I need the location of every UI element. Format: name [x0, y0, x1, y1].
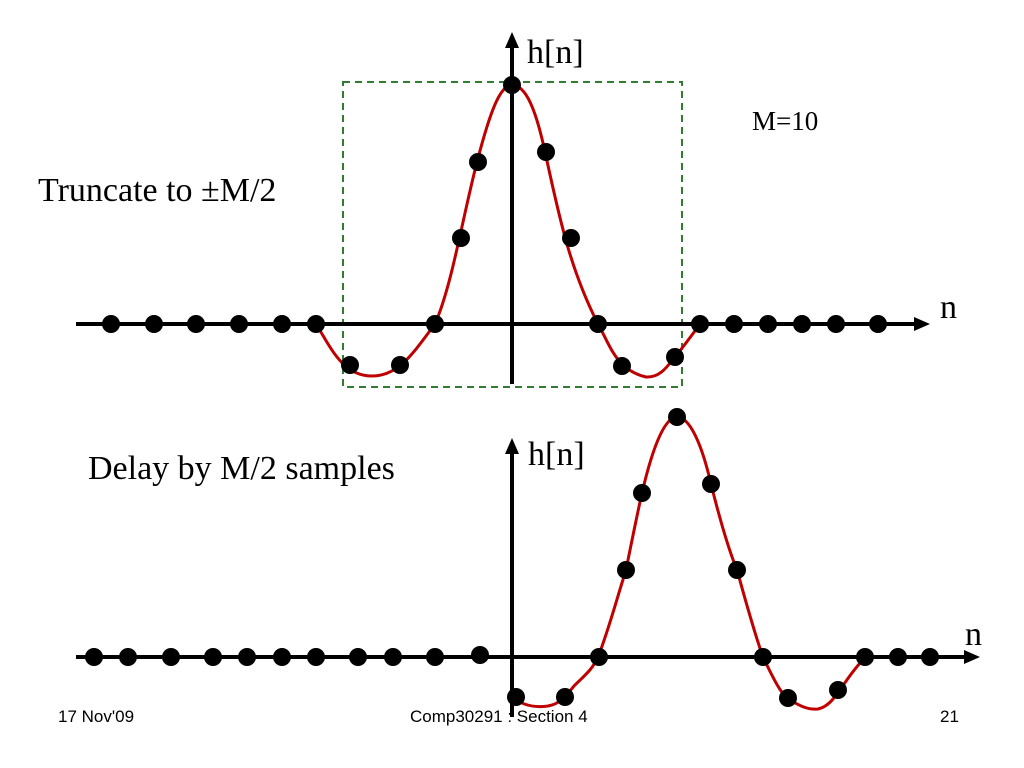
bottom-sample-point: [921, 648, 939, 666]
top-sample-point: [391, 356, 409, 374]
top-h-axis-arrowhead: [505, 32, 519, 48]
m-value-label: M=10: [752, 106, 818, 136]
bottom-sample-point: [273, 648, 291, 666]
bottom-sample-point: [728, 561, 746, 579]
top-h-axis-label: h[n]: [527, 34, 584, 71]
bottom-sinc-curve: [511, 415, 868, 711]
bottom-sample-point: [238, 648, 256, 666]
top-sample-point: [725, 315, 743, 333]
bottom-sample-point: [384, 648, 402, 666]
bottom-sample-point: [204, 648, 222, 666]
top-sinc-curve: [314, 83, 702, 379]
top-sample-point: [503, 76, 521, 94]
bottom-sample-point: [779, 689, 797, 707]
footer-page-number: 21: [940, 707, 959, 726]
bottom-sample-point: [119, 648, 137, 666]
top-sample-point: [187, 315, 205, 333]
top-sample-point: [230, 315, 248, 333]
slide-footer: 17 Nov'09 Comp30291 : Section 4 21: [58, 707, 959, 726]
top-sample-point: [273, 315, 291, 333]
footer-date: 17 Nov'09: [58, 707, 134, 726]
bottom-sample-point: [668, 408, 686, 426]
bottom-sample-point: [889, 648, 907, 666]
top-sample-point: [102, 315, 120, 333]
top-sample-point: [452, 229, 470, 247]
bottom-sample-point: [471, 646, 489, 664]
truncate-annotation: Truncate to ±M/2: [38, 172, 276, 209]
top-n-axis-label: n: [940, 289, 957, 326]
top-sample-point: [307, 315, 325, 333]
bottom-sample-point: [617, 561, 635, 579]
top-sample-point: [537, 143, 555, 161]
top-sample-point: [341, 356, 359, 374]
bottom-plot: h[n] n Delay by M/2 samples: [76, 408, 982, 717]
top-sample-point: [589, 315, 607, 333]
top-sample-point: [759, 315, 777, 333]
bottom-sample-points: [85, 408, 939, 707]
bottom-sample-point: [754, 648, 772, 666]
bottom-sample-point: [590, 648, 608, 666]
top-sample-point: [666, 348, 684, 366]
bottom-sample-point: [829, 681, 847, 699]
bottom-sample-point: [85, 648, 103, 666]
bottom-sample-point: [426, 648, 444, 666]
bottom-sample-point: [633, 484, 651, 502]
top-n-axis-arrowhead: [914, 317, 930, 331]
top-sample-point: [469, 153, 487, 171]
bottom-h-axis-arrowhead: [505, 438, 519, 454]
top-sample-point: [562, 229, 580, 247]
bottom-sample-point: [856, 648, 874, 666]
top-sample-point: [827, 315, 845, 333]
bottom-n-axis-arrowhead: [964, 650, 980, 664]
top-sample-point: [869, 315, 887, 333]
top-sample-points: [102, 76, 887, 375]
top-sample-point: [793, 315, 811, 333]
footer-course: Comp30291 : Section 4: [410, 707, 588, 726]
delay-annotation: Delay by M/2 samples: [88, 450, 395, 487]
top-sample-point: [145, 315, 163, 333]
top-sample-point: [426, 315, 444, 333]
bottom-sample-point: [349, 648, 367, 666]
bottom-sample-point: [507, 688, 525, 706]
bottom-n-axis-label: n: [965, 616, 982, 653]
bottom-sample-point: [162, 648, 180, 666]
bottom-sample-point: [307, 648, 325, 666]
bottom-sample-point: [702, 475, 720, 493]
bottom-h-axis-label: h[n]: [528, 436, 585, 473]
top-sample-point: [613, 357, 631, 375]
top-plot: h[n] n M=10 Truncate to ±M/2: [38, 32, 957, 388]
top-sample-point: [691, 315, 709, 333]
bottom-sample-point: [556, 688, 574, 706]
